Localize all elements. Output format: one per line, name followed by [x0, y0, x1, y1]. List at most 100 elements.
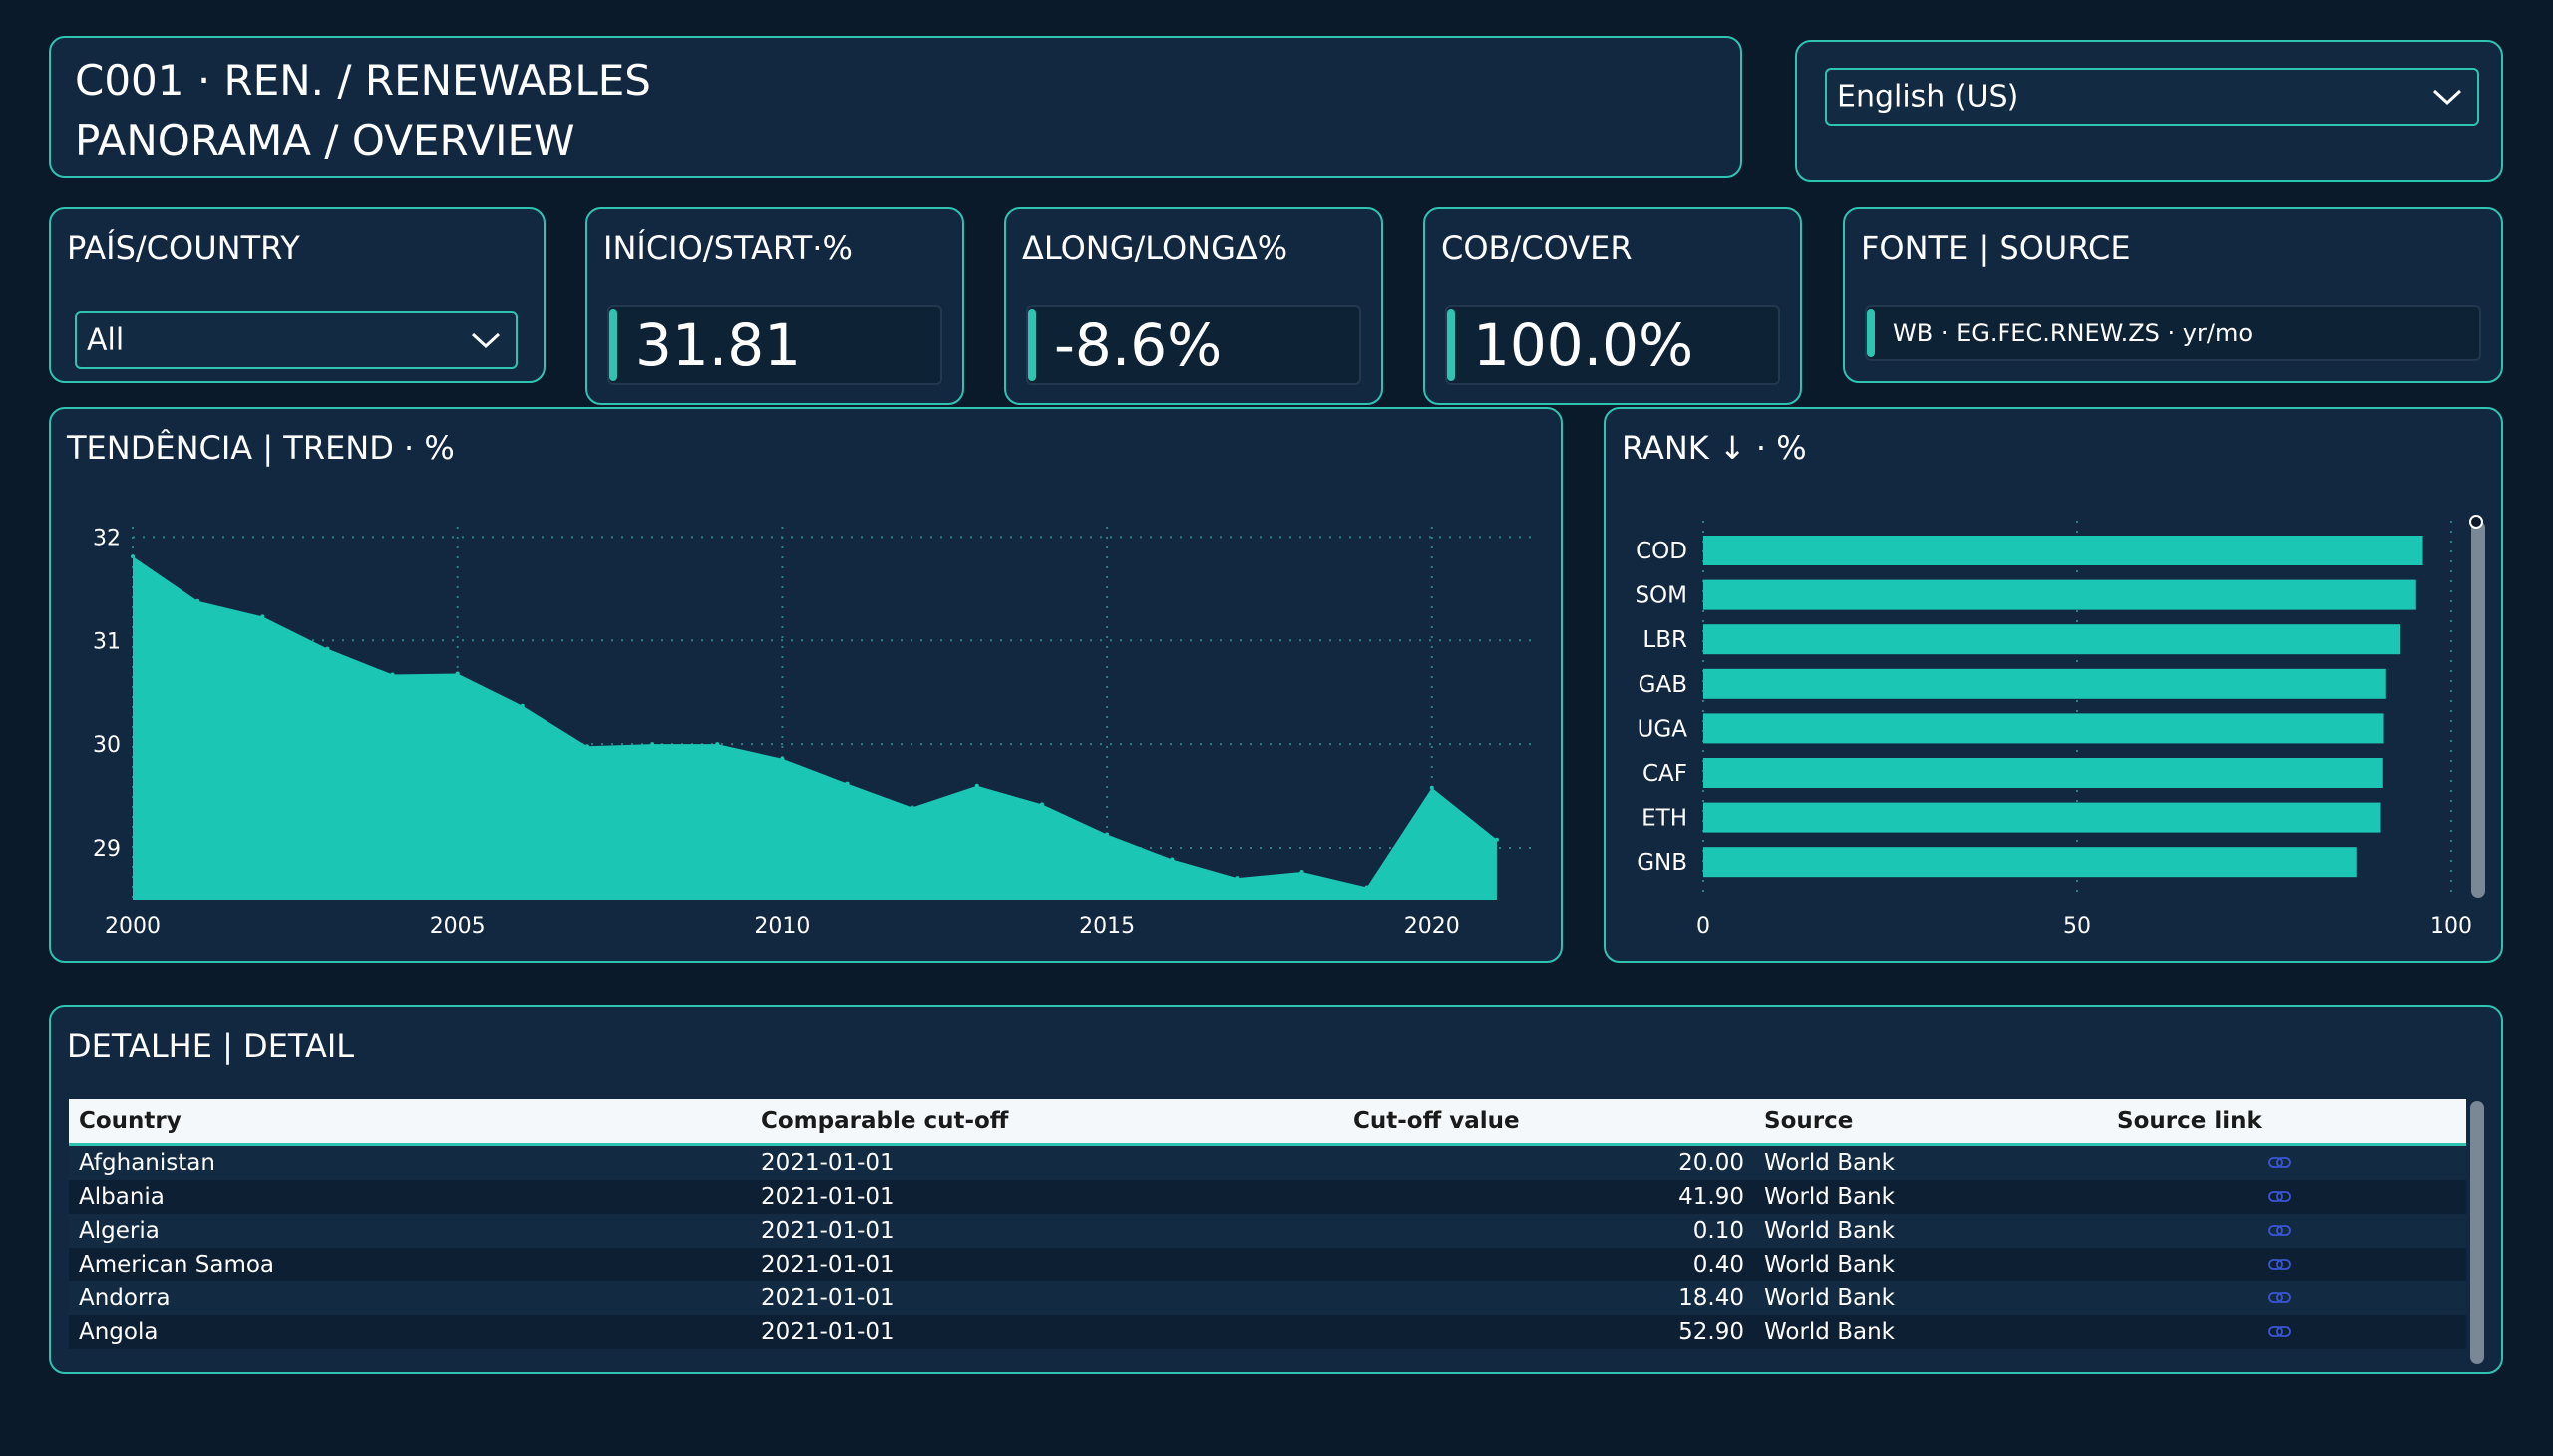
- trend-data-point[interactable]: [1429, 785, 1434, 790]
- link-icon[interactable]: [2267, 1325, 2293, 1339]
- trend-data-point[interactable]: [195, 598, 200, 603]
- rank-scrollbar[interactable]: [2471, 521, 2485, 898]
- trend-data-point[interactable]: [780, 756, 785, 761]
- table-row[interactable]: Angola 2021-01-01 52.90 World Bank: [69, 1315, 2466, 1349]
- table-row[interactable]: Andorra 2021-01-01 18.40 World Bank: [69, 1281, 2466, 1315]
- trend-data-point[interactable]: [974, 783, 979, 788]
- source-box: WB · EG.FEC.RNEW.ZS · yr/mo: [1865, 305, 2481, 361]
- trend-data-point[interactable]: [520, 703, 525, 708]
- cell-cutoff: 2021-01-01: [761, 1218, 895, 1244]
- trend-data-point[interactable]: [455, 671, 460, 676]
- rank-scroll-handle[interactable]: [2469, 515, 2483, 529]
- rank-bar[interactable]: [1703, 802, 2381, 833]
- column-header-country[interactable]: Country: [69, 1099, 751, 1146]
- kpi-cover-box: 100.0%: [1445, 305, 1780, 385]
- cell-source: World Bank: [1764, 1150, 1895, 1176]
- cell-source-link: [2107, 1315, 2466, 1349]
- cell-cutoff: 2021-01-01: [761, 1150, 895, 1176]
- rank-bar[interactable]: [1703, 713, 2384, 744]
- country-filter-card: PAÍS/COUNTRY All: [49, 207, 546, 383]
- kpi-cover-card: COB/COVER 100.0%: [1423, 207, 1802, 405]
- cell-country: Albania: [79, 1184, 165, 1210]
- cell-source-link: [2107, 1180, 2466, 1214]
- rank-bar[interactable]: [1703, 624, 2400, 655]
- link-icon[interactable]: [2267, 1224, 2293, 1238]
- chevron-down-icon: [2432, 89, 2462, 106]
- trend-data-point[interactable]: [325, 646, 330, 651]
- source-card: FONTE | SOURCE WB · EG.FEC.RNEW.ZS · yr/…: [1843, 207, 2503, 383]
- trend-xtick-label: 2000: [105, 914, 161, 939]
- language-card: English (US): [1795, 40, 2503, 182]
- country-dropdown[interactable]: All: [75, 311, 518, 369]
- trend-data-point[interactable]: [584, 744, 589, 749]
- trend-data-point[interactable]: [1170, 857, 1175, 862]
- link-icon[interactable]: [2267, 1258, 2293, 1272]
- language-dropdown[interactable]: English (US): [1825, 68, 2479, 126]
- trend-xtick-label: 2020: [1404, 914, 1460, 939]
- rank-bar[interactable]: [1703, 579, 2416, 610]
- cell-country: Andorra: [79, 1285, 171, 1311]
- rank-category-label: GNB: [1637, 850, 1687, 876]
- cell-country: Angola: [79, 1319, 159, 1345]
- rank-chart-card: RANK ↓ · % 0 50 100 COD SOM LBR GAB UGA CAF ETH GN…: [1604, 407, 2503, 963]
- trend-data-point[interactable]: [845, 781, 850, 786]
- trend-data-point[interactable]: [650, 742, 655, 747]
- column-header-cutoff[interactable]: Comparable cut-off: [751, 1099, 1343, 1146]
- column-header-source-link[interactable]: Source link: [2107, 1099, 2466, 1146]
- table-row[interactable]: American Samoa 2021-01-01 0.40 World Bank: [69, 1248, 2466, 1281]
- trend-data-point[interactable]: [1299, 869, 1304, 874]
- cell-source: World Bank: [1764, 1252, 1895, 1277]
- table-row[interactable]: Afghanistan 2021-01-01 20.00 World Bank: [69, 1144, 2466, 1180]
- country-filter-label: PAÍS/COUNTRY: [67, 229, 300, 267]
- trend-data-point[interactable]: [260, 614, 265, 619]
- table-row[interactable]: Albania 2021-01-01 41.90 World Bank: [69, 1180, 2466, 1214]
- source-value: WB · EG.FEC.RNEW.ZS · yr/mo: [1893, 319, 2254, 347]
- trend-data-point[interactable]: [131, 554, 135, 559]
- cell-source: World Bank: [1764, 1319, 1895, 1345]
- language-value: English (US): [1837, 79, 2019, 115]
- trend-xtick-label: 2015: [1079, 914, 1135, 939]
- column-header-value[interactable]: Cut-off value: [1343, 1099, 1754, 1146]
- trend-data-point[interactable]: [390, 672, 395, 677]
- trend-data-point[interactable]: [715, 742, 720, 747]
- trend-data-point[interactable]: [1494, 837, 1499, 842]
- link-icon[interactable]: [2267, 1156, 2293, 1170]
- link-icon[interactable]: [2267, 1190, 2293, 1204]
- rank-bar[interactable]: [1703, 847, 2357, 878]
- link-icon[interactable]: [2267, 1291, 2293, 1305]
- table-row[interactable]: Algeria 2021-01-01 0.10 World Bank: [69, 1214, 2466, 1248]
- rank-chart[interactable]: 0 50 100 COD SOM LBR GAB UGA CAF ETH GNB: [1606, 409, 2501, 961]
- rank-xtick-label: 100: [2430, 914, 2472, 939]
- rank-xtick-label: 0: [1696, 914, 1710, 939]
- rank-bar[interactable]: [1703, 758, 2383, 788]
- kpi-start-box: 31.81: [607, 305, 942, 385]
- kpi-cover-label: COB/COVER: [1441, 229, 1633, 267]
- trend-chart[interactable]: 29 30 31 32 2000 2005 2010 2015 2020: [51, 409, 1561, 961]
- rank-category-label: ETH: [1641, 806, 1687, 832]
- detail-table-wrap: Country Comparable cut-off Cut-off value…: [69, 1099, 2466, 1356]
- rank-bar[interactable]: [1703, 536, 2423, 565]
- trend-data-point[interactable]: [1105, 832, 1110, 837]
- trend-data-point[interactable]: [1039, 802, 1044, 807]
- cell-value: 52.90: [1678, 1319, 1744, 1345]
- trend-data-point[interactable]: [910, 805, 914, 810]
- rank-bar[interactable]: [1703, 668, 2386, 699]
- column-header-source[interactable]: Source: [1754, 1099, 2107, 1146]
- table-header-row: Country Comparable cut-off Cut-off value…: [69, 1099, 2466, 1146]
- table-scrollbar[interactable]: [2470, 1101, 2484, 1364]
- cell-source: World Bank: [1764, 1285, 1895, 1311]
- cell-cutoff: 2021-01-01: [761, 1319, 895, 1345]
- page-title-line1: C001 · REN. / RENEWABLES: [75, 56, 651, 105]
- page-title-line2: PANORAMA / OVERVIEW: [75, 116, 575, 165]
- cell-value: 18.40: [1678, 1285, 1744, 1311]
- cell-country: American Samoa: [79, 1252, 275, 1277]
- rank-category-label: COD: [1636, 539, 1687, 564]
- cell-cutoff: 2021-01-01: [761, 1252, 895, 1277]
- trend-data-point[interactable]: [1235, 876, 1240, 881]
- cell-country: Afghanistan: [79, 1150, 215, 1176]
- cell-country: Algeria: [79, 1218, 160, 1244]
- trend-area-series[interactable]: [133, 556, 1497, 900]
- trend-ytick-label: 32: [93, 526, 121, 550]
- trend-data-point[interactable]: [1364, 885, 1369, 890]
- trend-chart-card: TENDÊNCIA | TREND · % 29 30 31 32 2000 2005 20…: [49, 407, 1563, 963]
